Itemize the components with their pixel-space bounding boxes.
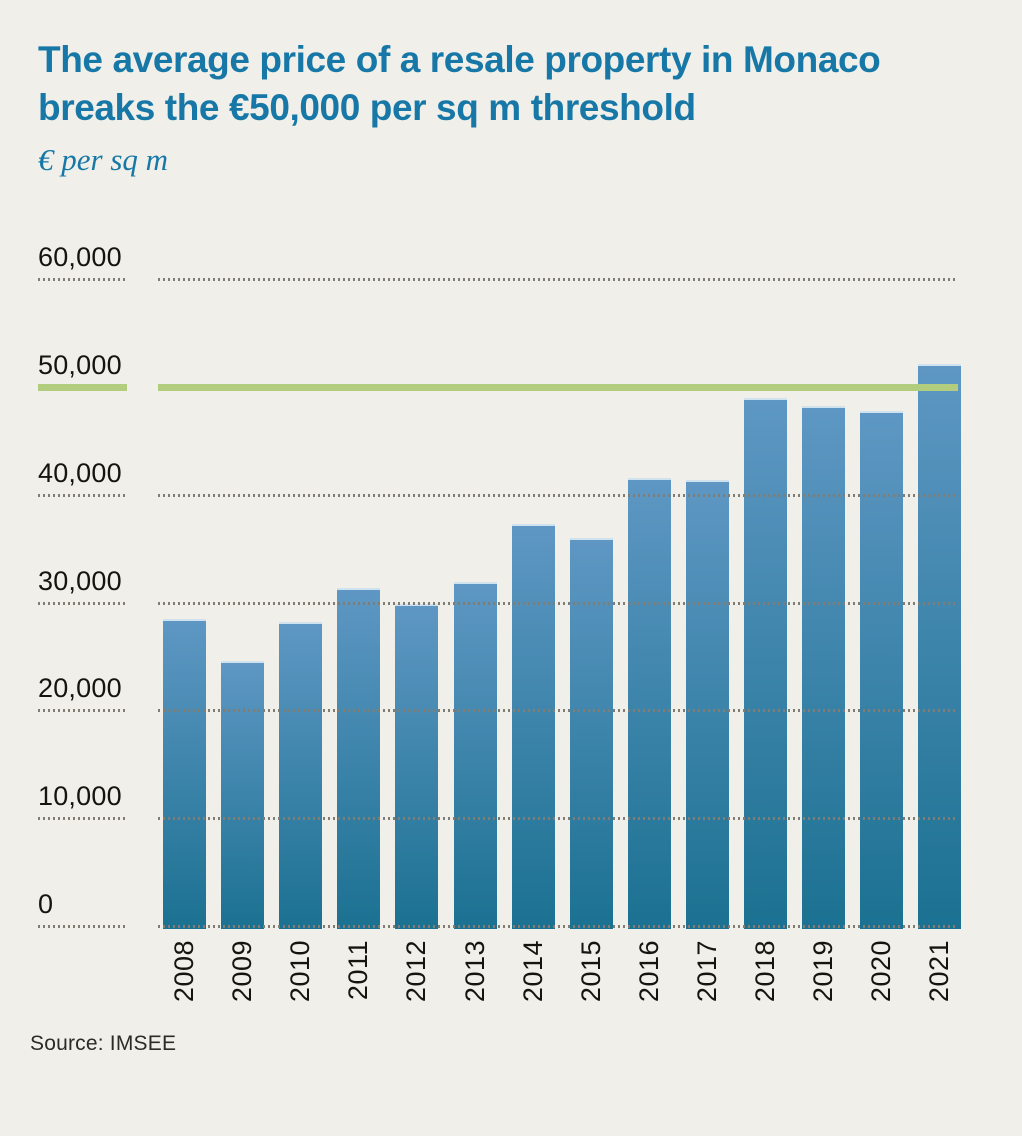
gridline-label-segment xyxy=(38,925,127,928)
x-tick-label: 2014 xyxy=(518,940,548,1003)
bar-2017 xyxy=(686,480,729,929)
bar-2020 xyxy=(860,411,903,929)
bar-2012 xyxy=(395,604,438,929)
bar-2014 xyxy=(512,524,555,929)
x-tick-label: 2013 xyxy=(460,940,490,1003)
x-tick-label: 2018 xyxy=(750,940,780,1003)
chart-unit-label: € per sq m xyxy=(38,142,169,177)
x-tick-label: 2009 xyxy=(227,940,257,1003)
gridline xyxy=(158,817,958,820)
x-tick-label: 2020 xyxy=(866,940,896,1003)
gridline xyxy=(158,709,958,712)
x-tick-label: 2021 xyxy=(924,940,954,1003)
x-tick-label: 2016 xyxy=(634,940,664,1003)
x-tick-label: 2011 xyxy=(343,940,373,1001)
source-caption: Source: IMSEE xyxy=(30,1032,177,1055)
bar-2008 xyxy=(163,619,206,929)
bar-2010 xyxy=(279,622,322,929)
x-tick-label: 2008 xyxy=(169,940,199,1003)
threshold-line xyxy=(158,384,958,391)
x-tick-label: 2015 xyxy=(576,940,606,1003)
gridline-label-segment xyxy=(38,494,127,497)
gridline-label-segment xyxy=(38,817,127,820)
gridline-label-segment xyxy=(38,709,127,712)
bar-2009 xyxy=(221,661,264,929)
gridline xyxy=(158,494,958,497)
y-tick-label: 60,000 xyxy=(38,242,122,272)
y-tick-label: 0 xyxy=(38,889,54,919)
bar-2016 xyxy=(628,478,671,929)
x-tick-label: 2017 xyxy=(692,940,722,1003)
gridline-label-segment xyxy=(38,278,127,281)
y-tick-label: 50,000 xyxy=(38,350,122,380)
y-tick-label: 40,000 xyxy=(38,458,122,488)
bar-2019 xyxy=(802,406,845,929)
bar-2021 xyxy=(918,364,961,929)
x-tick-label: 2019 xyxy=(808,940,838,1003)
y-tick-label: 20,000 xyxy=(38,673,122,703)
chart-title: The average price of a resale property i… xyxy=(38,36,881,132)
bar-2015 xyxy=(570,538,613,929)
bar-2013 xyxy=(454,582,497,929)
threshold-line-label-segment xyxy=(38,384,127,391)
gridline-label-segment xyxy=(38,602,127,605)
x-tick-label: 2012 xyxy=(401,940,431,1003)
y-tick-label: 10,000 xyxy=(38,781,122,811)
gridline xyxy=(158,925,958,928)
x-tick-label: 2010 xyxy=(285,940,315,1003)
gridline xyxy=(158,278,958,281)
bar-2011 xyxy=(337,588,380,929)
gridline xyxy=(158,602,958,605)
chart-title-line-2: breaks the €50,000 per sq m threshold xyxy=(38,87,696,128)
bar-2018 xyxy=(744,398,787,929)
chart-title-line-1: The average price of a resale property i… xyxy=(38,39,881,80)
y-tick-label: 30,000 xyxy=(38,566,122,596)
